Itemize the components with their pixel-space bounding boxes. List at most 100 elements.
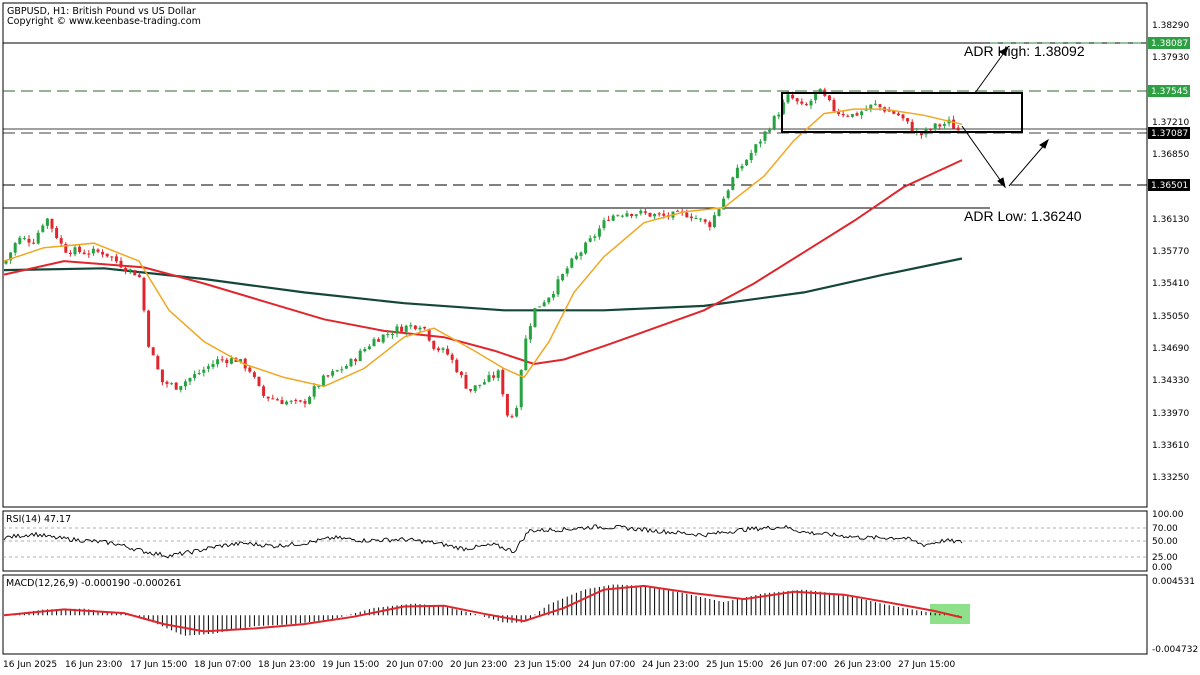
main-pane-frame <box>2 2 1148 508</box>
candle-body <box>349 358 353 367</box>
candle-body <box>593 236 597 238</box>
svg-text:0.00: 0.00 <box>1152 563 1172 573</box>
time-label: 27 Jun 15:00 <box>898 660 955 670</box>
candle-body <box>515 408 519 417</box>
time-label: 19 Jun 15:00 <box>322 660 379 670</box>
candle-body <box>243 358 247 369</box>
candle-body <box>712 215 716 227</box>
candle-body <box>556 279 560 295</box>
candle-body <box>446 348 450 355</box>
time-label: 16 Jun 2025 <box>3 660 57 670</box>
candle-body <box>174 382 178 390</box>
candle-body <box>832 99 836 112</box>
candle-body <box>381 334 385 343</box>
candle-body <box>9 252 13 261</box>
candle-body <box>570 258 574 268</box>
candle-body <box>892 110 896 114</box>
candle-body <box>804 104 808 106</box>
candle-body <box>478 384 482 386</box>
candle-body <box>754 144 758 153</box>
candle-body <box>528 326 532 340</box>
candle-body <box>708 222 712 227</box>
copyright-text: Copyright © www.keenbase-trading.com <box>7 16 201 27</box>
candle-body <box>22 238 26 240</box>
candle-body <box>910 121 914 132</box>
candles <box>4 87 960 419</box>
symbol-title: GBPUSD, H1: British Pound vs US Dollar <box>7 6 196 17</box>
candle-body <box>896 113 900 116</box>
arrowhead-support <box>997 177 1006 189</box>
candle-body <box>818 88 822 94</box>
rsi-axis: 100.00 70.00 50.00 25.00 0.00 <box>1152 510 1184 573</box>
scenario-arrows <box>961 45 1049 189</box>
candle-body <box>547 297 551 303</box>
candle-body <box>354 359 358 362</box>
svg-text:70.00: 70.00 <box>1152 524 1178 534</box>
candle-body <box>768 129 772 132</box>
svg-text:0.004531: 0.004531 <box>1152 577 1195 587</box>
candle-body <box>860 111 864 116</box>
candle-body <box>257 376 261 386</box>
macd-axis: 0.004531 -0.004732 <box>1152 577 1198 655</box>
candle-body <box>717 209 721 216</box>
time-label: 18 Jun 07:00 <box>194 660 251 670</box>
candle-body <box>653 214 657 217</box>
candle-body <box>266 396 270 399</box>
candle-body <box>64 244 68 253</box>
candle-body <box>777 114 781 117</box>
current-tag: 1.37087 <box>1151 129 1188 139</box>
candle-body <box>96 249 100 252</box>
support-tag: 1.36501 <box>1151 181 1188 191</box>
adr-high-label: ADR High: 1.38092 <box>964 43 1085 59</box>
candle-body <box>781 102 785 115</box>
candle-body <box>331 371 335 376</box>
candle-body <box>303 401 307 404</box>
candle-body <box>87 253 91 255</box>
candle-body <box>616 215 620 217</box>
time-label: 25 Jun 15:00 <box>706 660 763 670</box>
candle-body <box>643 211 647 213</box>
candle-body <box>850 114 854 117</box>
candle-body <box>390 333 394 335</box>
price-label: 1.33610 <box>1152 441 1189 451</box>
candle-body <box>441 348 445 350</box>
candle-body <box>676 210 680 212</box>
candle-body <box>469 389 473 391</box>
price-label: 1.33250 <box>1152 473 1189 483</box>
candle-body <box>933 123 937 130</box>
candle-body <box>110 256 114 258</box>
candle-body <box>124 267 128 272</box>
rsi-line <box>3 524 963 559</box>
candle-body <box>404 325 408 332</box>
candle-body <box>45 218 49 226</box>
support-tag-bg <box>1148 179 1190 191</box>
candle-body <box>749 153 753 160</box>
candle-body <box>27 238 31 243</box>
candle-body <box>846 115 850 117</box>
candle-body <box>101 251 105 255</box>
candle-body <box>735 167 739 179</box>
consolidation-box <box>781 92 1023 133</box>
candle-body <box>827 95 831 101</box>
candle-body <box>188 377 192 382</box>
candle-body <box>82 252 86 255</box>
time-label: 23 Jun 15:00 <box>514 660 571 670</box>
candle-body <box>13 243 17 253</box>
time-axis: 16 Jun 2025 16 Jun 23:00 17 Jun 15:00 18… <box>3 660 955 670</box>
svg-text:50.00: 50.00 <box>1152 537 1178 547</box>
candle-body <box>873 103 877 105</box>
candle-body <box>105 253 109 257</box>
time-label: 17 Jun 15:00 <box>130 660 187 670</box>
candle-body <box>358 350 362 362</box>
candle-body <box>225 359 229 364</box>
candle-body <box>809 100 813 106</box>
candle-body <box>395 326 399 334</box>
candle-body <box>740 166 744 169</box>
price-label: 1.34690 <box>1152 344 1189 354</box>
price-axis: 1.38290 1.37930 1.37210 1.36850 1.36130 … <box>1152 21 1189 483</box>
candle-body <box>262 386 266 396</box>
adr-high-tag-bg <box>1148 37 1190 49</box>
candle-body <box>519 370 523 408</box>
candle-body <box>703 219 707 222</box>
